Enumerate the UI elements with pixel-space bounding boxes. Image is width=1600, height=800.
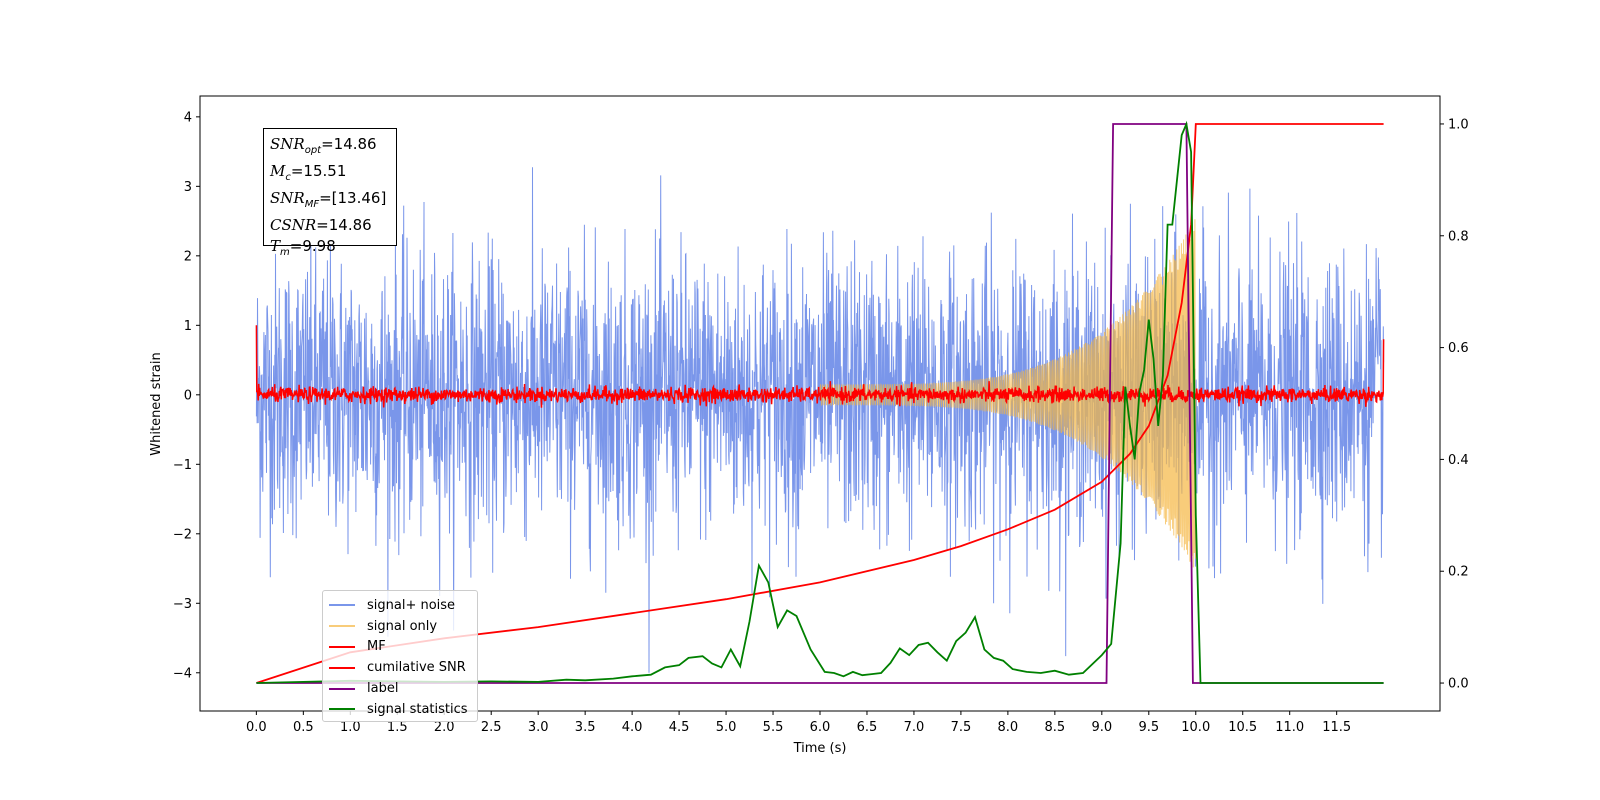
y-tick-label: 1 — [184, 319, 192, 334]
x-tick-label: 10.0 — [1181, 720, 1210, 735]
y-tick-label: 4 — [184, 110, 192, 125]
legend-item-cumulative-snr: cumilative SNR — [329, 657, 471, 678]
x-tick-label: 4.0 — [622, 720, 643, 735]
x-tick-label: 1.5 — [387, 720, 408, 735]
series-cumulative-snr — [256, 123, 1384, 684]
stats-snr-opt: SNRopt=14.86 — [270, 135, 377, 156]
x-tick-label: 7.5 — [951, 720, 972, 735]
legend-swatch — [329, 708, 355, 711]
x-tick-label: 1.0 — [340, 720, 361, 735]
x-tick-label: 2.5 — [481, 720, 502, 735]
y2-tick-label: 0.8 — [1448, 229, 1469, 244]
y2-tick-label: 1.0 — [1448, 117, 1469, 132]
legend-swatch — [329, 666, 355, 669]
legend-item-signal-noise: signal+ noise — [329, 595, 471, 616]
series-signal-noise — [255, 167, 1385, 673]
axes: 0.0 0.5 1.0 1.5 2.0 2.5 3.0 3.5 4.0 4.5 5.0 5.5 6.0 6… — [173, 110, 1469, 735]
x-tick-label: 2.0 — [434, 720, 455, 735]
x-tick-label: 8.5 — [1045, 720, 1066, 735]
x-tick-label: 6.5 — [857, 720, 878, 735]
series-signal-statistics — [256, 120, 1384, 684]
stats-csnr: CSNR=14.86 — [270, 216, 372, 234]
x-tick-label: 10.5 — [1228, 720, 1257, 735]
x-tick-label: 8.0 — [998, 720, 1019, 735]
legend-swatch — [329, 687, 355, 690]
legend-item-signal-statistics: signal statistics — [329, 699, 471, 720]
y2-tick-label: 0.2 — [1448, 565, 1469, 580]
x-tick-label: 3.5 — [575, 720, 596, 735]
y-tick-label: −4 — [173, 666, 192, 681]
stats-mc: Mc=15.51 — [270, 162, 347, 183]
x-tick-label: 11.5 — [1322, 720, 1351, 735]
legend: signal+ noise signal only MF cumilative … — [322, 590, 478, 722]
x-tick-label: 6.0 — [810, 720, 831, 735]
y2-tick-label: 0.6 — [1448, 341, 1469, 356]
y-tick-label: −1 — [173, 458, 192, 473]
y-tick-label: 0 — [184, 388, 192, 403]
x-tick-label: 7.0 — [904, 720, 925, 735]
y-tick-label: 2 — [184, 249, 192, 264]
legend-swatch — [329, 645, 355, 648]
y-tick-label: −3 — [173, 597, 192, 612]
y-tick-label: 3 — [184, 180, 192, 195]
x-tick-label: 9.5 — [1138, 720, 1159, 735]
legend-swatch — [329, 625, 355, 628]
x-axis-label: Time (s) — [793, 741, 847, 756]
plot-area — [255, 120, 1385, 684]
x-tick-label: 5.0 — [716, 720, 737, 735]
stats-tm: Tm=9.98 — [270, 237, 336, 258]
y2-tick-label: 0.0 — [1448, 677, 1469, 692]
y-axis-label: Whitened strain — [149, 352, 164, 455]
y-tick-label: −2 — [173, 527, 192, 542]
series-mf — [255, 325, 1385, 408]
stats-box: SNRopt=14.86 Mc=15.51 SNRMF=[13.46] CSNR… — [263, 128, 397, 258]
x-tick-label: 5.5 — [763, 720, 784, 735]
x-tick-label: 0.0 — [246, 720, 267, 735]
y2-tick-label: 0.4 — [1448, 453, 1469, 468]
legend-item-label: label — [329, 678, 471, 699]
x-tick-label: 9.0 — [1091, 720, 1112, 735]
x-tick-label: 0.5 — [293, 720, 314, 735]
legend-swatch — [329, 604, 355, 607]
legend-item-signal-only: signal only — [329, 616, 471, 637]
stats-snr-mf: SNRMF=[13.46] — [270, 189, 387, 210]
x-tick-label: 11.0 — [1275, 720, 1304, 735]
x-tick-label: 3.0 — [528, 720, 549, 735]
legend-item-mf: MF — [329, 637, 471, 658]
x-tick-label: 4.5 — [669, 720, 690, 735]
